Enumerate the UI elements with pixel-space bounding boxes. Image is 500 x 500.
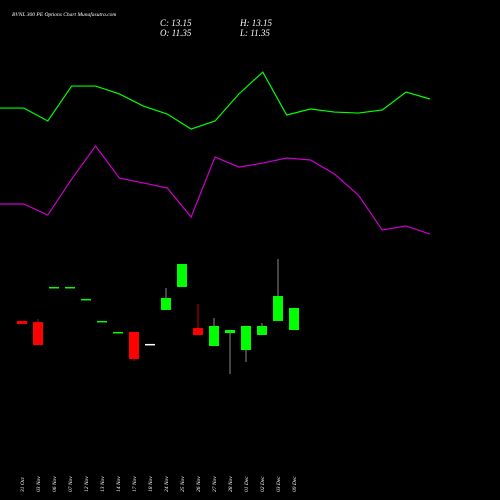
candle-body [161,297,171,310]
x-tick-label: 31 Oct [20,477,26,493]
candle-body [225,330,235,334]
indicator-line [0,71,431,130]
x-tick-label: 26 Nov [196,476,202,492]
candle-body [33,322,43,346]
x-tick-label: 12 Nov [84,476,90,492]
candle-body [209,325,219,347]
chart-title: BVNL 300 PE Options Chart Munafasutra.co… [12,11,116,18]
candle-body [145,343,155,346]
high-label: H: 13.15 [239,18,272,28]
x-tick-label: 13 Nov [100,476,106,492]
x-tick-label: 09 Dec [292,476,298,492]
candle-body [65,286,75,289]
candle-body [257,325,267,336]
close-label: C: 13.15 [160,18,192,28]
candle-body [177,264,187,287]
candle-body [241,325,251,351]
candle-body [17,320,27,325]
candle-body [129,331,139,359]
candle-body [193,328,203,336]
x-tick-label: 17 Nov [132,476,138,492]
x-tick-label: 06 Nov [52,476,58,492]
candle-body [81,298,91,301]
x-tick-label: 27 Nov [212,476,218,492]
x-tick-label: 03 Nov [36,476,42,492]
x-tick-label: 14 Nov [115,476,122,492]
x-tick-label: 07 Nov [68,476,74,492]
indicator-line [0,145,431,235]
x-tick-label: 18 Nov [148,476,154,492]
x-tick-label: 03 Dec [276,476,282,492]
x-tick-label: 25 Nov [180,476,186,492]
x-tick-label: 28 Nov [228,476,234,492]
candle-body [49,286,59,289]
low-label: L: 11.35 [239,28,270,38]
x-tick-label: 01 Dec [244,476,250,492]
candle-body [97,320,107,323]
candle-body [289,308,299,330]
open-label: O: 11.35 [160,28,192,38]
candle-body [273,296,283,321]
candle-body [113,331,123,334]
x-tick-label: 02 Dec [260,476,266,492]
x-tick-label: 24 Nov [163,476,170,492]
